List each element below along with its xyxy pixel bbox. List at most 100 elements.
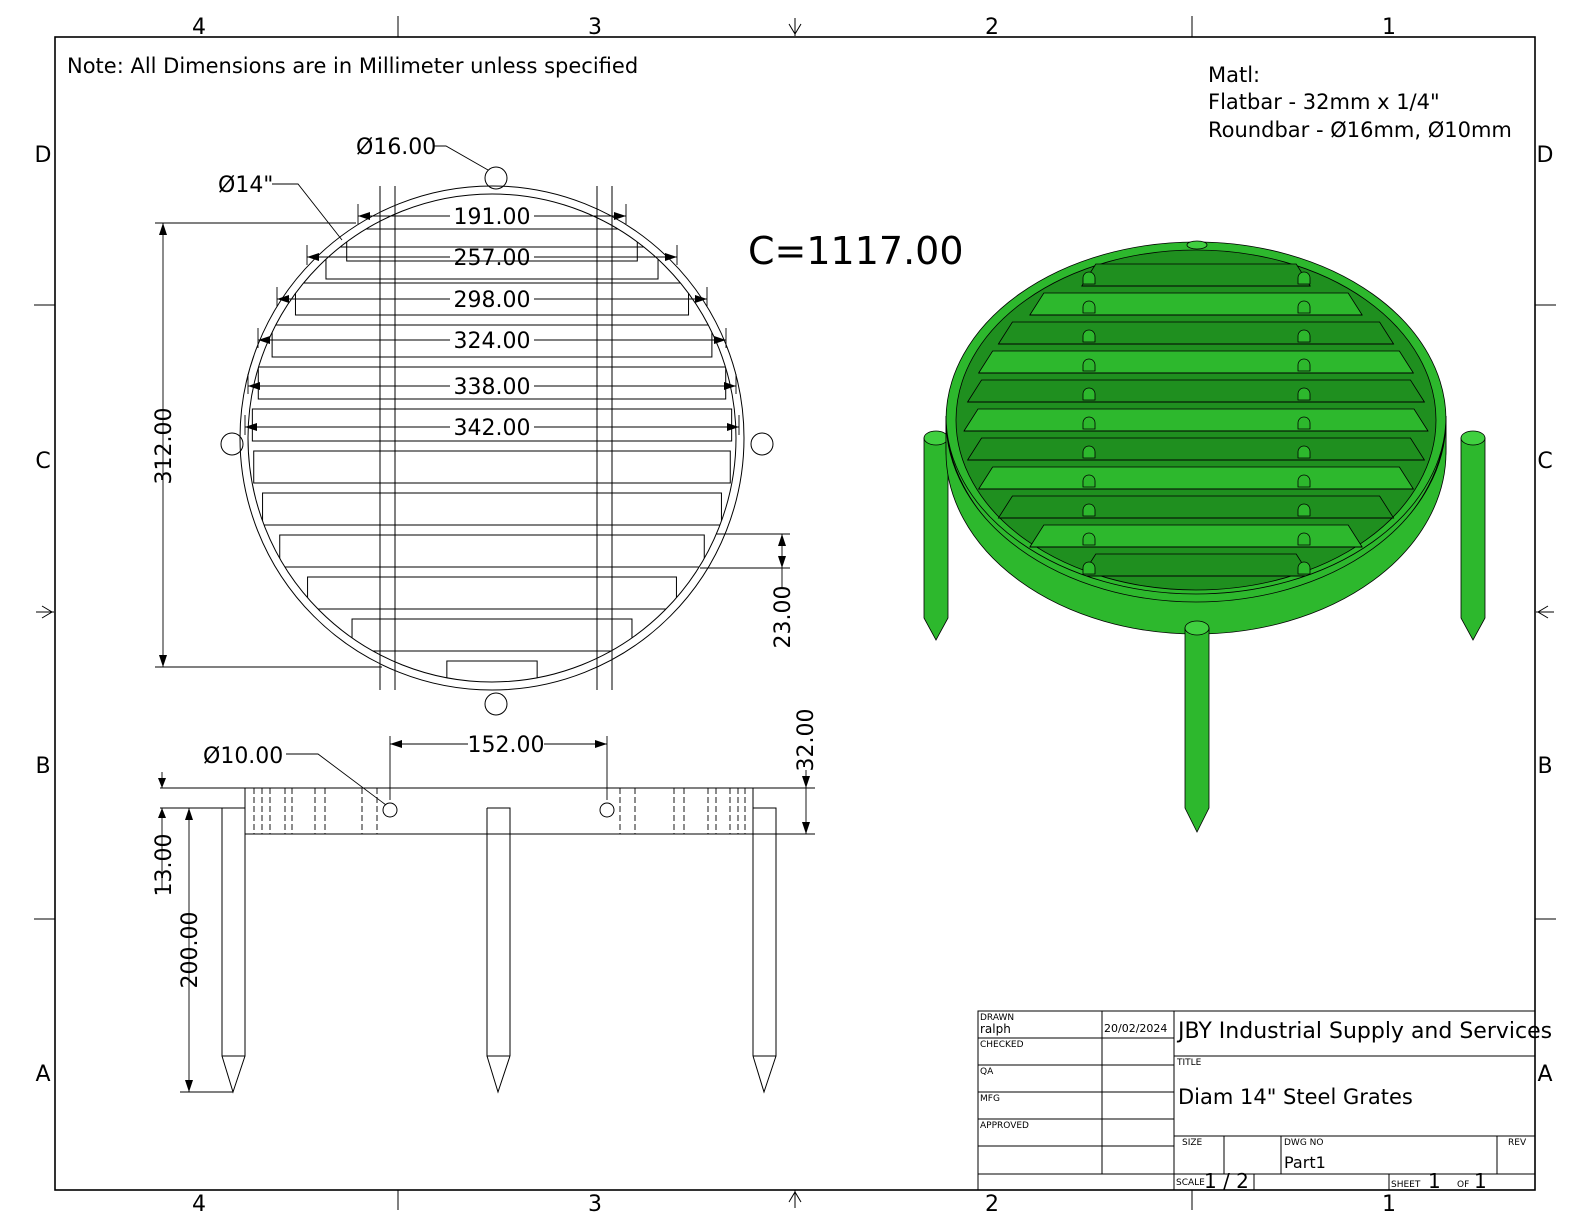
leg-circle-top	[484, 166, 508, 190]
approved-label: APPROVED	[980, 1121, 1029, 1131]
iso-bar-7	[966, 437, 1426, 461]
leg-back-right	[1460, 437, 1486, 641]
rev-label: REV	[1508, 1138, 1527, 1148]
dim-outer-diameter: Ø14"	[218, 173, 273, 198]
dim-bar-spacing: 23.00	[771, 586, 796, 649]
zone-col-3-bottom: 3	[588, 1192, 602, 1217]
grate-bar-11	[351, 618, 633, 652]
legs	[221, 807, 777, 1094]
grate-bar-1	[346, 228, 638, 262]
zone-row-b-left: B	[35, 754, 50, 779]
dim-bar-width-6: 342.00	[454, 416, 531, 441]
leg-back-left	[923, 437, 949, 641]
zone-col-2-bottom: 2	[985, 1192, 999, 1217]
top-view: 191.00 257.00 298.00 324.00 338.00 342.00 Ø16…	[152, 135, 796, 716]
title-block: DRAWN ralph 20/02/2024 CHECKED QA MFG AP…	[977, 1010, 1552, 1193]
dim-flat-height: 32.00	[794, 709, 819, 772]
dwg-no: Part1	[1284, 1153, 1326, 1172]
checked-label: CHECKED	[980, 1040, 1024, 1050]
scale-value: 1 / 2	[1204, 1169, 1249, 1193]
dwg-no-label: DWG NO	[1284, 1138, 1323, 1148]
iso-bar-5	[966, 379, 1426, 403]
dim-bar-width-5: 338.00	[454, 375, 531, 400]
isometric-render	[923, 240, 1486, 833]
pin-hole-left	[382, 802, 398, 818]
material-roundbar: Roundbar - Ø16mm, Ø10mm	[1208, 118, 1512, 142]
dim-leg-length: 200.00	[178, 912, 203, 989]
material-flatbar: Flatbar - 32mm x 1/4"	[1208, 90, 1440, 114]
drawing-title: Diam 14" Steel Grates	[1178, 1085, 1413, 1109]
of-value: 1	[1474, 1169, 1487, 1193]
leg-circle-bottom	[484, 692, 508, 716]
dim-offset: 13.00	[152, 834, 177, 897]
dim-bar-width-3: 298.00	[454, 288, 531, 313]
outer-ring-inner	[247, 193, 737, 683]
iso-bar-11	[1081, 553, 1311, 577]
iso-bars	[963, 263, 1429, 577]
grate-bar-12	[446, 660, 538, 682]
zone-col-1-top: 1	[1382, 15, 1396, 40]
title-label: TITLE	[1176, 1058, 1202, 1068]
zone-row-d-left: D	[35, 143, 52, 168]
drawn-date: 20/02/2024	[1104, 1022, 1167, 1035]
dim-bar-width-4: 324.00	[454, 329, 531, 354]
dim-roundbar-diameter: Ø16.00	[356, 135, 436, 160]
sheet-border	[34, 16, 1556, 1210]
of-label: OF	[1457, 1180, 1469, 1190]
leg-front	[1184, 627, 1210, 833]
zone-row-a-left: A	[35, 1062, 50, 1087]
zone-row-d-right: D	[1537, 143, 1554, 168]
dim-overall-height: 312.00	[152, 408, 177, 485]
grate-bar-10	[307, 576, 677, 610]
iso-bar-6	[963, 408, 1429, 432]
circumference-label: C=1117.00	[748, 229, 964, 273]
grate-bar-8	[262, 492, 722, 526]
material-spec: Matl: Flatbar - 32mm x 1/4" Roundbar - Ø…	[1208, 63, 1512, 142]
scale-label: SCALE	[1176, 1178, 1205, 1188]
zone-row-b-right: B	[1537, 754, 1552, 779]
iso-bar-2	[1029, 292, 1363, 316]
pin-hole-right	[599, 802, 615, 818]
dim-pin-diameter: Ø10.00	[203, 744, 283, 769]
grate-bar-9	[279, 534, 705, 568]
grate-bar-7	[253, 450, 731, 484]
dim-bar-width-1: 191.00	[454, 205, 531, 230]
company-name: JBY Industrial Supply and Services	[1176, 1019, 1552, 1044]
qa-label: QA	[980, 1067, 994, 1077]
zone-row-c-left: C	[35, 449, 50, 474]
iso-bar-8	[977, 466, 1415, 490]
hidden-lines	[253, 788, 746, 834]
dim-bar-width-2: 257.00	[454, 246, 531, 271]
dimension-note: Note: All Dimensions are in Millimeter u…	[67, 54, 638, 78]
mfg-label: MFG	[980, 1094, 1000, 1104]
leg-circle-right	[750, 432, 774, 456]
zone-col-4-top: 4	[192, 15, 206, 40]
zone-col-4-bottom: 4	[192, 1192, 206, 1217]
zone-labels: 4 3 2 1 4 3 2 1 D C B A D C B A	[35, 15, 1554, 1217]
zone-row-c-right: C	[1537, 449, 1552, 474]
zone-col-2-top: 2	[985, 15, 999, 40]
drawn-label: DRAWN	[980, 1013, 1014, 1023]
sheet-value: 1	[1428, 1169, 1441, 1193]
iso-bar-9	[997, 495, 1395, 519]
grate-bar-2	[325, 246, 659, 280]
size-label: SIZE	[1182, 1138, 1203, 1148]
outer-ring-outer	[239, 185, 745, 691]
leg-circle-left	[220, 432, 244, 456]
zone-row-a-right: A	[1537, 1062, 1552, 1087]
grate-bar-4	[271, 324, 713, 358]
iso-bar-3	[997, 321, 1395, 345]
bar-width-dimensions: 191.00 257.00 298.00 324.00 338.00 342.00	[244, 204, 740, 441]
zone-col-1-bottom: 1	[1382, 1192, 1396, 1217]
side-view: Ø10.00 152.00 32.00 13.00 200.00	[152, 709, 819, 1094]
flat-bar-ring	[244, 787, 754, 835]
drawn-by: ralph	[980, 1022, 1011, 1036]
material-heading: Matl:	[1208, 63, 1260, 87]
support-rods	[379, 186, 613, 690]
iso-bar-1	[1081, 263, 1311, 287]
iso-bar-10	[1029, 524, 1363, 548]
dim-pin-spacing: 152.00	[468, 733, 545, 758]
sheet-label: SHEET	[1391, 1180, 1421, 1190]
iso-bar-4	[977, 350, 1415, 374]
